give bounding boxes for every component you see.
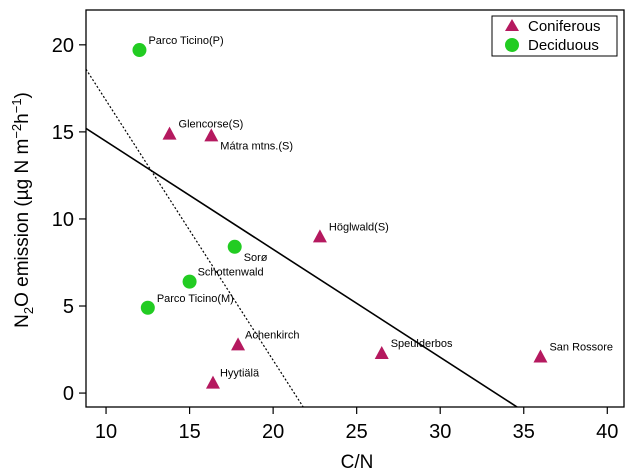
point-label: Glencorse(S) <box>179 119 244 131</box>
point-label: San Rossore <box>549 342 613 354</box>
coniferous-point <box>205 375 220 389</box>
y-tick-label: 20 <box>52 35 74 57</box>
data-points <box>132 43 548 389</box>
coniferous-point <box>374 346 389 360</box>
y-axis: 0 5 10 15 20 <box>52 35 86 405</box>
deciduous-point <box>182 274 197 289</box>
y-tick-label: 5 <box>63 296 74 318</box>
deciduous-point <box>132 43 147 58</box>
x-tick-label: 25 <box>346 421 368 443</box>
y-axis-title: N2O emission (µg N m−2h−1) <box>9 92 36 328</box>
point-label: Parco Ticino(P) <box>148 35 223 47</box>
point-label: Schottenwald <box>198 267 264 279</box>
legend-marker-deciduous <box>505 38 519 52</box>
deciduous-point <box>140 300 155 315</box>
point-labels: Glencorse(S) Mátra mtns.(S) Höglwald(S) Ach… <box>148 35 613 380</box>
regression-lines <box>86 68 518 407</box>
legend-marker-coniferous <box>505 19 519 31</box>
point-label: Sorø <box>244 252 268 264</box>
x-tick-label: 20 <box>262 421 284 443</box>
point-label: Achenkirch <box>245 329 299 341</box>
legend: Coniferous Deciduous <box>491 15 618 57</box>
x-axis-title: C/N <box>341 452 374 470</box>
legend-label-deciduous: Deciduous <box>528 37 599 54</box>
dotted-fit-line <box>86 68 304 407</box>
coniferous-point <box>204 128 219 142</box>
y-tick-label: 15 <box>52 122 74 144</box>
x-tick-label: 15 <box>178 421 200 443</box>
deciduous-point <box>227 239 242 254</box>
x-tick-label: 35 <box>513 421 535 443</box>
plot-frame <box>85 9 625 408</box>
point-label: Parco Ticino(M) <box>157 293 234 305</box>
point-label: Mátra mtns.(S) <box>220 140 293 152</box>
x-tick-label: 10 <box>95 421 117 443</box>
point-label: Speulderbos <box>391 338 453 350</box>
legend-label-coniferous: Coniferous <box>528 18 601 35</box>
coniferous-point <box>231 337 246 351</box>
point-label: Hyytiälä <box>220 368 260 380</box>
coniferous-point <box>162 126 177 140</box>
point-label: Höglwald(S) <box>329 221 389 233</box>
y-tick-label: 0 <box>63 383 74 405</box>
coniferous-point <box>312 229 327 243</box>
x-tick-label: 40 <box>596 421 618 443</box>
x-axis: 10 15 20 25 30 35 40 <box>95 407 618 443</box>
solid-fit-line <box>86 127 518 407</box>
y-tick-label: 10 <box>52 209 74 231</box>
x-tick-label: 30 <box>429 421 451 443</box>
coniferous-point <box>533 349 548 363</box>
